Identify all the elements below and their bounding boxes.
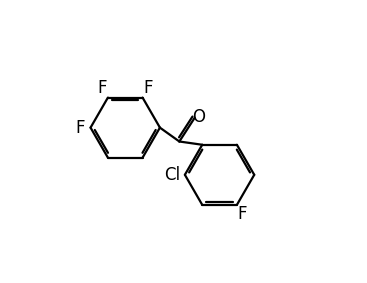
Text: F: F — [237, 205, 247, 223]
Text: F: F — [143, 80, 153, 97]
Text: F: F — [75, 119, 85, 137]
Text: F: F — [98, 80, 108, 97]
Text: Cl: Cl — [164, 166, 181, 184]
Text: O: O — [192, 108, 205, 126]
